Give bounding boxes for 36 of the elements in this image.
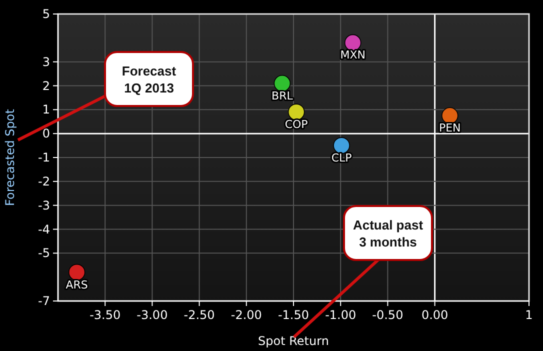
y-tick-label: -7 — [38, 294, 50, 308]
y-tick-label: 1 — [42, 102, 50, 117]
point — [68, 264, 86, 281]
point — [441, 107, 458, 124]
x-tick-label: -1.50 — [278, 308, 310, 322]
annotation: Forecast 1Q 2013 — [122, 64, 177, 96]
y-tick-label: 0 — [42, 126, 50, 141]
series-label: CLP — [331, 152, 352, 165]
x-tick-label: 0.00 — [421, 308, 448, 322]
y-tick-label: 3 — [42, 54, 50, 69]
series-label: ARS — [66, 278, 88, 292]
y-tick-label: -1 — [38, 150, 50, 164]
x-tick-label: 1 — [525, 308, 533, 322]
annotation: Actual past 3 months — [352, 218, 424, 250]
x-tick-label: -2.50 — [184, 308, 215, 322]
series-label: PEN — [438, 122, 461, 135]
y-tick-label: 2 — [42, 78, 50, 93]
y-tick-label: 5 — [42, 7, 50, 21]
y-tick-label: -2 — [38, 174, 50, 188]
series-label: MXN — [340, 48, 366, 62]
point — [344, 34, 362, 52]
point — [274, 74, 291, 92]
y-axis-title: Forecasted Spot — [3, 108, 17, 206]
point — [333, 137, 350, 154]
y-tick-label: -3 — [38, 198, 50, 212]
y-tick-label: -4 — [38, 222, 50, 236]
series-label: BRL — [272, 89, 294, 102]
point — [288, 104, 305, 120]
x-tick-label: -3.00 — [136, 308, 168, 322]
x-tick-label: -3.50 — [90, 308, 121, 322]
series-label: COP — [284, 118, 308, 132]
x-tick-label: -0.50 — [372, 308, 404, 322]
x-tick-label: -2.00 — [230, 308, 262, 322]
x-tick-label: -1.00 — [325, 308, 356, 322]
y-tick-label: -5 — [38, 246, 50, 260]
x-axis-title: Spot Return — [258, 334, 329, 348]
